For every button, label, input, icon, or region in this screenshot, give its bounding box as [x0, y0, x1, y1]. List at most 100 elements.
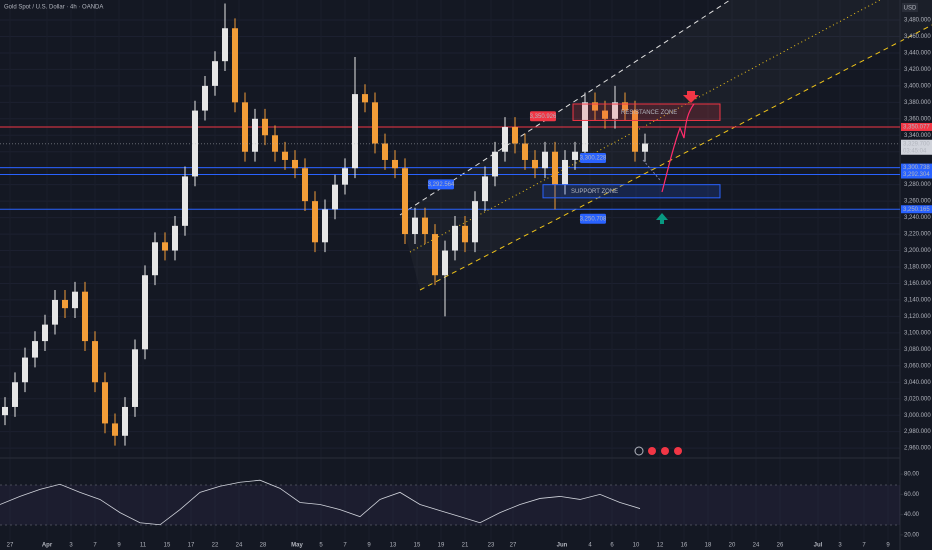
- x-tick-label: 7: [343, 543, 347, 549]
- candle-body: [642, 143, 648, 152]
- y-tick-label: 3,240.000: [904, 215, 931, 221]
- candle-body: [352, 94, 358, 169]
- candle-body: [592, 102, 598, 111]
- candle-body: [252, 118, 258, 152]
- y-tick-label: 3,280.000: [904, 182, 931, 188]
- x-tick-label: 6: [610, 543, 614, 549]
- down-arrow: [683, 91, 699, 103]
- y-tick-label: 2,980.000: [904, 429, 931, 435]
- x-tick-label: 13: [390, 543, 397, 549]
- levels: [0, 126, 900, 210]
- candle-body: [322, 209, 328, 243]
- candle-body: [52, 299, 58, 325]
- candle-body: [242, 102, 248, 152]
- event-icon[interactable]: [634, 446, 644, 456]
- candle-body: [512, 127, 518, 144]
- level-axis-box: [901, 205, 932, 214]
- candle-body: [122, 406, 128, 436]
- candle-body: [552, 151, 558, 185]
- level-axis-label: 3,300.738: [903, 165, 930, 171]
- rsi-band: [0, 485, 900, 525]
- candle-body: [112, 423, 118, 436]
- candle-body: [462, 225, 468, 243]
- y-tick-label: 3,160.000: [904, 281, 931, 287]
- candle-body: [212, 61, 218, 86]
- currency[interactable]: USD: [904, 6, 917, 12]
- x-tick-label: 19: [438, 543, 445, 549]
- x-tick-label: May: [291, 543, 303, 549]
- y-tick-label: 3,460.000: [904, 34, 931, 40]
- x-tick-label: 16: [681, 543, 688, 549]
- x-tick-label: 27: [510, 543, 517, 549]
- x-tick-label: 20: [729, 543, 736, 549]
- countdown-label: 03:45:04: [903, 148, 927, 154]
- rsi-tick-label: 40.00: [904, 512, 920, 518]
- candle-body: [362, 94, 368, 103]
- event-icon[interactable]: [674, 447, 682, 455]
- candle-body: [132, 349, 138, 407]
- candle-body: [312, 201, 318, 243]
- x-tick-label: 17: [188, 543, 195, 549]
- candle-body: [622, 102, 628, 111]
- zone-label: SUPPORT ZONE: [571, 189, 618, 195]
- y-tick-label: 3,220.000: [904, 232, 931, 238]
- currency-box[interactable]: [902, 3, 918, 12]
- event-icons: [634, 446, 682, 456]
- y-tick-label: 3,400.000: [904, 83, 931, 89]
- event-icon[interactable]: [661, 447, 669, 455]
- projection-dash: [642, 159, 661, 181]
- zone: [572, 103, 721, 121]
- x-tick-label: 3: [69, 543, 73, 549]
- candle-body: [262, 118, 268, 136]
- y-tick-label: 3,100.000: [904, 330, 931, 336]
- candle-body: [102, 382, 108, 424]
- y-tick-label: 3,480.000: [904, 18, 931, 24]
- candle-body: [412, 217, 418, 235]
- y-tick-label: 3,120.000: [904, 314, 931, 320]
- candle-body: [12, 382, 18, 407]
- candle-body: [32, 341, 38, 358]
- candles: [2, 3, 648, 446]
- candle-body: [432, 234, 438, 276]
- rsi-line: [0, 479, 641, 526]
- x-tick-label: Jul: [814, 543, 823, 549]
- candle-body: [332, 184, 338, 210]
- candle-body: [492, 151, 498, 177]
- candle-body: [522, 143, 528, 160]
- x-tick-label: 4: [588, 543, 592, 549]
- y-tick-label: 3,360.000: [904, 116, 931, 122]
- candle-body: [202, 85, 208, 111]
- rsi-tick-label: 80.00: [904, 472, 920, 478]
- y-tick-label: 3,060.000: [904, 363, 931, 369]
- candle-body: [382, 143, 388, 160]
- y-tick-label: 3,260.000: [904, 199, 931, 205]
- x-tick-label: 26: [777, 543, 784, 549]
- zone: [542, 184, 721, 199]
- projection-path: [661, 103, 695, 193]
- candle-body: [72, 291, 78, 309]
- x-tick-label: 28: [260, 543, 267, 549]
- candle-body: [62, 299, 68, 309]
- x-tick-label: Apr: [42, 543, 53, 549]
- x-tick-label: 24: [753, 543, 760, 549]
- channel-upper: [399, 0, 731, 216]
- x-tick-label: 24: [236, 543, 243, 549]
- candle-body: [272, 135, 278, 152]
- grid: [0, 19, 900, 449]
- event-icon[interactable]: [648, 447, 656, 455]
- candle-body: [572, 151, 578, 160]
- x-tick-label: 23: [488, 543, 495, 549]
- candle-body: [472, 201, 478, 243]
- y-tick-label: 3,140.000: [904, 298, 931, 304]
- candle-body: [22, 357, 28, 383]
- level-axis-label: 3,250.165: [903, 207, 930, 213]
- x-tick-label: 9: [117, 543, 121, 549]
- candle-body: [152, 242, 158, 276]
- y-tick-label: 3,040.000: [904, 380, 931, 386]
- x-tick-label: 12: [657, 543, 664, 549]
- x-tick-label: 21: [462, 543, 469, 549]
- candle-body: [422, 217, 428, 235]
- x-tick-label: 11: [140, 543, 147, 549]
- y-tick-label: 3,440.000: [904, 51, 931, 57]
- candle-body: [542, 151, 548, 169]
